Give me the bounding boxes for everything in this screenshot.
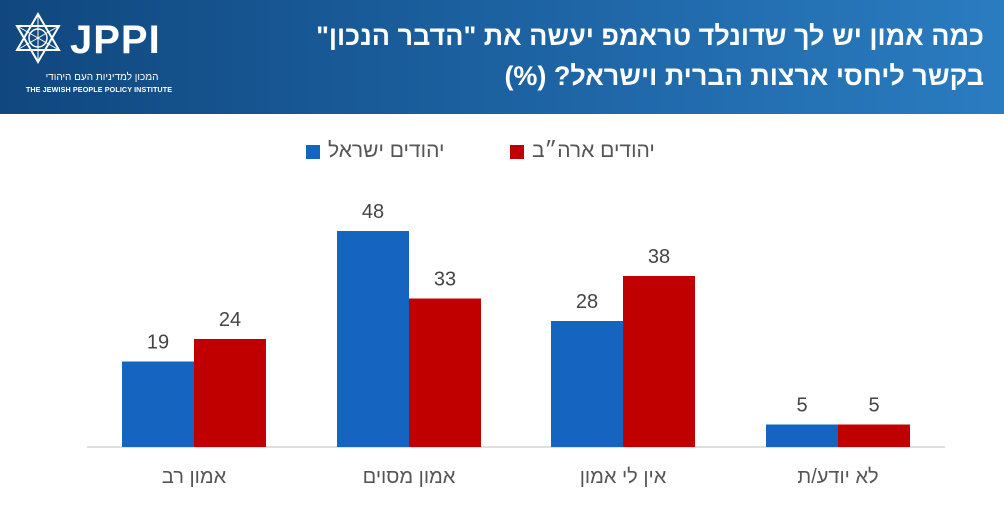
- bar-israel-jews-dont-know: [766, 424, 838, 447]
- data-label-us-jews-no-trust: 38: [648, 246, 670, 268]
- bar-us-jews-great-trust: [194, 339, 266, 447]
- data-label-us-jews-some-trust: 33: [434, 269, 456, 291]
- bar-israel-jews-some-trust: [337, 231, 409, 447]
- logo-wordmark: JPPI: [70, 18, 161, 62]
- legend-label-us-jews: יהודים ארה״ב: [532, 139, 655, 162]
- logo-subtitle-hebrew: המכון למדיניות העם היהודי: [45, 72, 159, 83]
- data-label-israel-jews-no-trust: 28: [576, 291, 598, 313]
- legend-label-israel-jews: יהודים ישראל: [328, 139, 445, 162]
- bar-us-jews-some-trust: [409, 298, 481, 447]
- header-banner: JPPI המכון למדיניות העם היהודי THE JEWIS…: [0, 0, 1004, 114]
- category-label-dont-know: לא יודע/ת: [797, 466, 878, 488]
- legend-item-israel-jews: יהודים ישראל: [306, 136, 486, 166]
- category-label-no-trust: אין לי אמון: [580, 466, 667, 488]
- legend-swatch-israel-jews: [306, 145, 320, 159]
- data-label-israel-jews-some-trust: 48: [362, 201, 384, 223]
- bar-israel-jews-no-trust: [551, 321, 623, 447]
- legend-item-us-jews: יהודים ארה״ב: [510, 136, 680, 166]
- chart-legend: יהודים ארה״ב יהודים ישראל: [0, 136, 1004, 166]
- bar-us-jews-no-trust: [623, 276, 695, 447]
- data-label-us-jews-dont-know: 5: [868, 395, 879, 417]
- category-label-great-trust: אמון רב: [162, 466, 227, 488]
- logo-subtitle-english: THE JEWISH PEOPLE POLICY INSTITUTE: [25, 85, 173, 94]
- star-of-david-icon: [15, 12, 61, 64]
- data-label-israel-jews-dont-know: 5: [796, 395, 807, 417]
- chart-title-line-1: כמה אמון יש לך שדונלד טראמפ יעשה את "הדב…: [316, 21, 984, 51]
- jppi-logo: JPPI המכון למדיניות העם היהודי THE JEWIS…: [14, 8, 184, 106]
- legend-swatch-us-jews: [510, 145, 524, 159]
- bar-israel-jews-great-trust: [122, 361, 194, 447]
- chart-title-line-2: בקשר ליחסי ארצות הברית וישראל? (%): [504, 61, 984, 91]
- bar-us-jews-dont-know: [838, 424, 910, 447]
- data-label-israel-jews-great-trust: 19: [147, 332, 169, 354]
- data-label-us-jews-great-trust: 24: [219, 309, 241, 331]
- chart-title: כמה אמון יש לך שדונלד טראמפ יעשה את "הדב…: [224, 16, 984, 96]
- category-label-some-trust: אמון מסוים: [363, 466, 456, 488]
